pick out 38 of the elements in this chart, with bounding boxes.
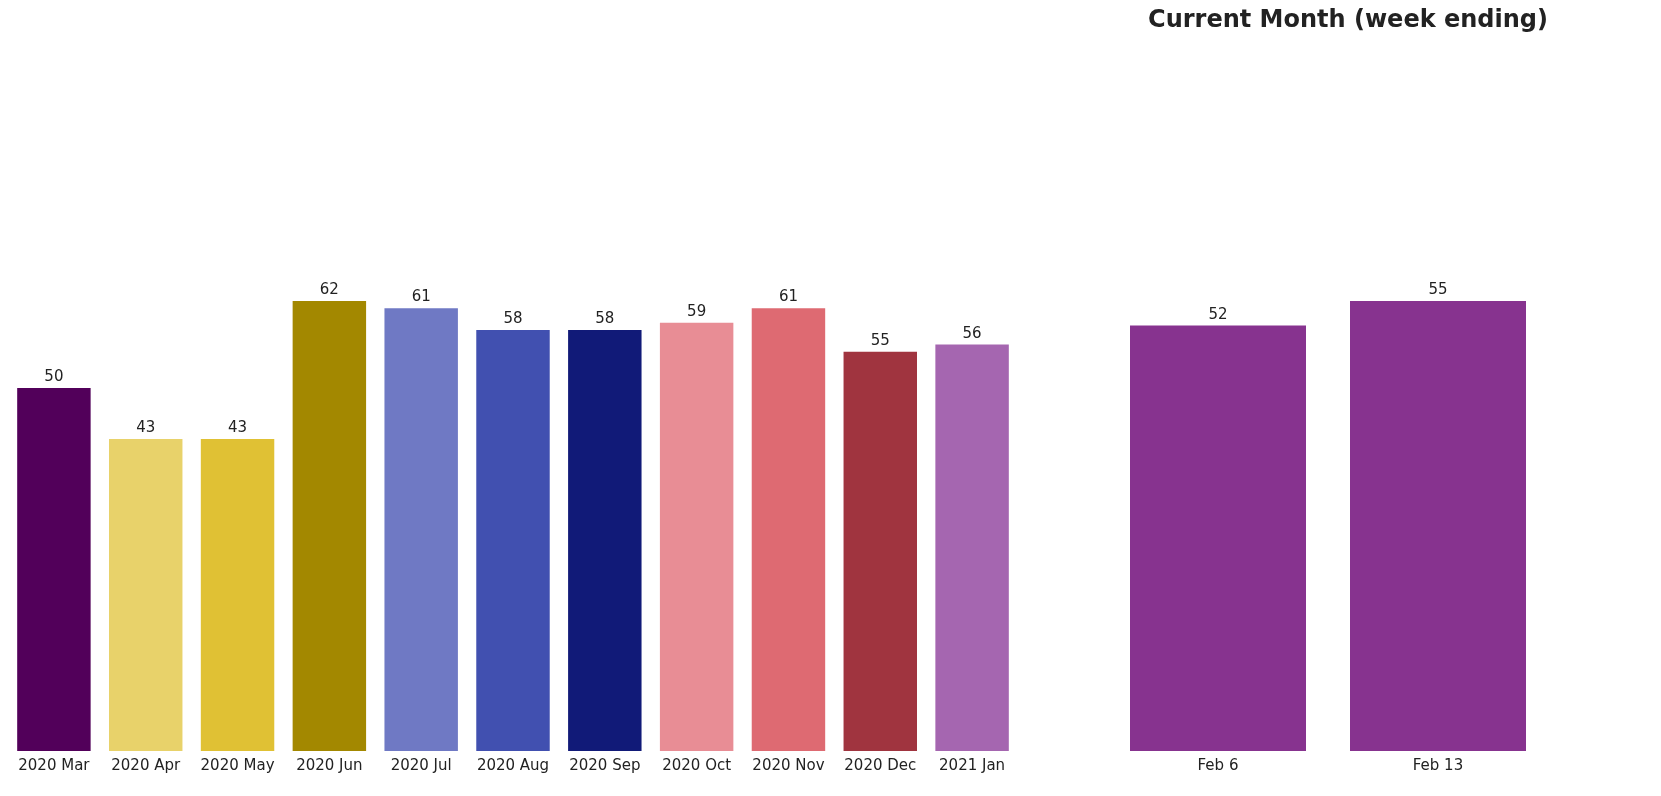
x-tick-label: 2020 May xyxy=(200,755,275,774)
x-tick-label: 2020 Jun xyxy=(296,755,363,774)
bar xyxy=(200,438,275,751)
x-tick-label: 2021 Jan xyxy=(939,755,1006,774)
data-label: 58 xyxy=(595,309,615,328)
bar xyxy=(843,351,917,751)
bar xyxy=(476,330,550,751)
x-tick-label: 2020 Mar xyxy=(18,755,91,774)
bar xyxy=(659,322,734,751)
data-label: 59 xyxy=(687,301,707,320)
bar xyxy=(292,301,367,751)
data-label: 55 xyxy=(870,330,890,349)
data-label: 58 xyxy=(503,309,523,328)
x-tick-label: 2020 Aug xyxy=(476,755,550,774)
data-label: 61 xyxy=(411,287,431,306)
x-tick-label: 2020 Apr xyxy=(111,755,181,774)
chart-title: Current Month (week ending) xyxy=(1148,5,1548,33)
bar xyxy=(935,344,1009,751)
x-tick-label: 2020 Jul xyxy=(390,755,452,774)
data-label: 61 xyxy=(778,287,798,306)
bar xyxy=(109,438,183,751)
data-label: 43 xyxy=(136,417,156,436)
bar xyxy=(384,308,458,751)
bar xyxy=(568,330,642,751)
x-tick-label: 2020 Dec xyxy=(844,755,917,774)
data-label: 56 xyxy=(962,323,982,342)
x-tick-label: 2020 Nov xyxy=(752,755,825,774)
x-tick-label: 2020 Oct xyxy=(662,755,732,774)
data-label: 50 xyxy=(44,367,64,386)
data-label: 55 xyxy=(1428,280,1448,298)
data-label: 52 xyxy=(1208,304,1228,323)
bar xyxy=(751,308,826,751)
bar xyxy=(17,388,91,751)
x-tick-label: 2020 Sep xyxy=(569,755,641,774)
x-tick-label: Feb 6 xyxy=(1197,755,1239,774)
data-label: 43 xyxy=(228,417,248,436)
x-tick-label: Feb 13 xyxy=(1412,755,1464,774)
data-label: 62 xyxy=(319,280,339,298)
